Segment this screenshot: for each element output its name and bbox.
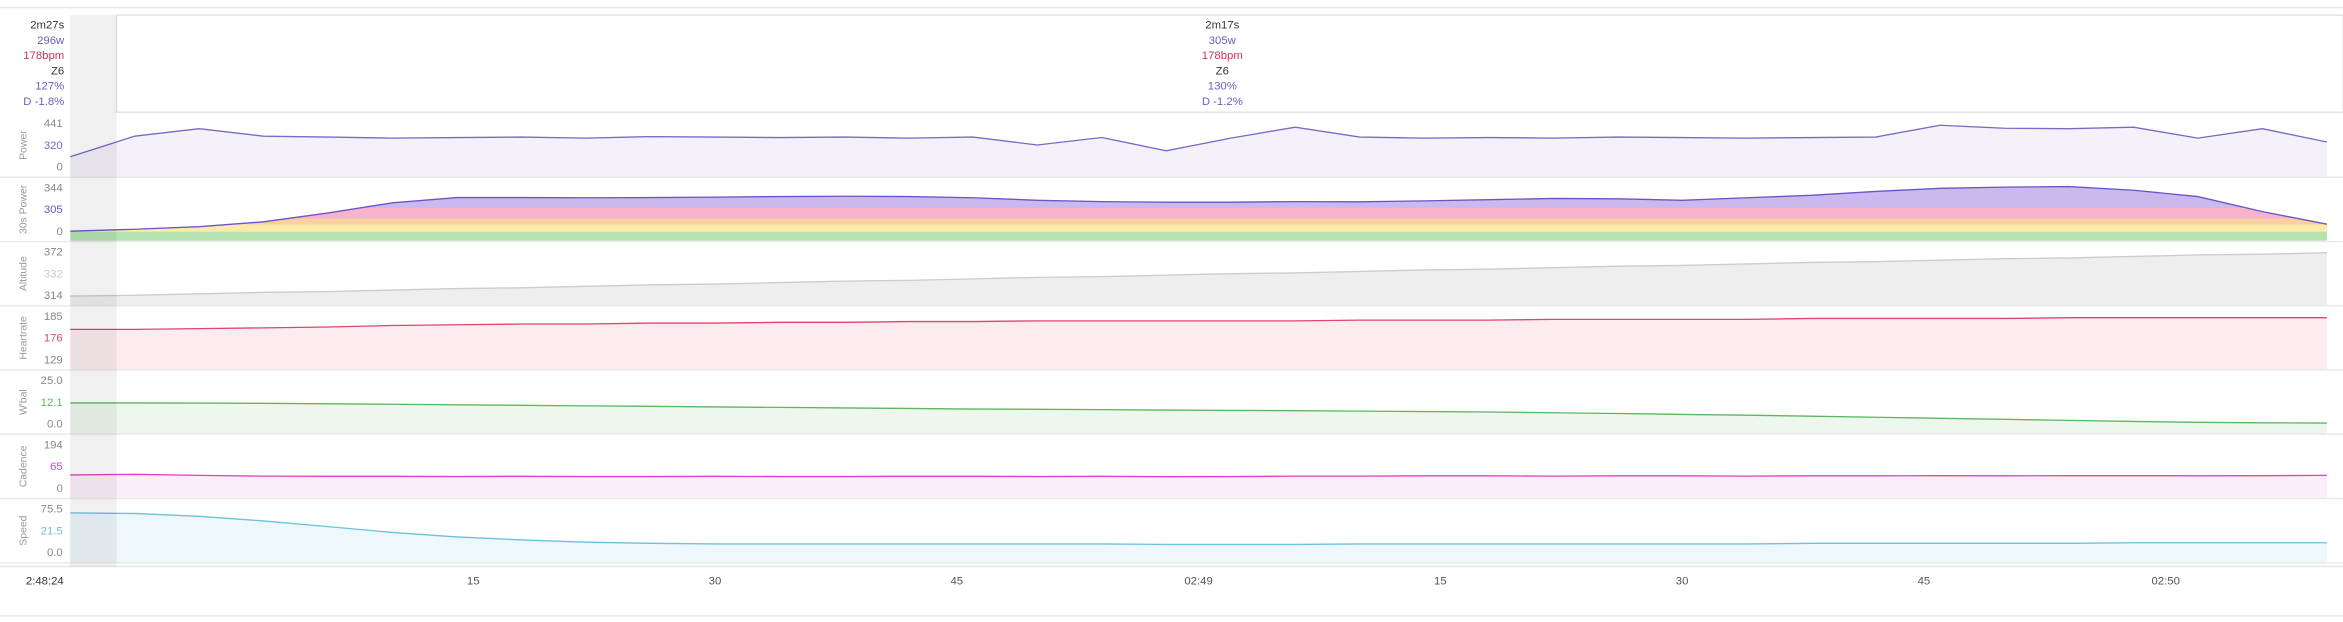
interval-stat: Z6 — [51, 65, 64, 77]
area — [70, 317, 2327, 370]
y-tick-label: 0 — [56, 226, 62, 238]
track-label: Speed — [19, 515, 30, 545]
interval-stat: Z6 — [1216, 65, 1229, 77]
y-tick-label: 344 — [44, 182, 63, 194]
line — [70, 185, 2327, 232]
track-label: Altitude — [19, 256, 30, 291]
zone-band — [70, 224, 2327, 232]
header-box — [115, 14, 2343, 114]
y-tick-label: 25.0 — [41, 375, 63, 387]
current-value: 332 — [44, 268, 63, 280]
y-tick-label: 129 — [44, 354, 63, 366]
interval-stat: 178bpm — [1202, 50, 1243, 62]
area — [70, 512, 2327, 563]
x-tick-label: 30 — [709, 575, 722, 587]
interval-stat: 130% — [1208, 81, 1237, 93]
plot: 2m27s 296w 178bpm Z6 127% D -1.8% 2m17s 305w 178… — [0, 20, 2343, 587]
y-tick-label: 0 — [56, 483, 62, 495]
x-tick-label: 45 — [1918, 575, 1931, 587]
y-tick-label: 0.0 — [47, 547, 63, 559]
x-tick-label: 15 — [1434, 575, 1447, 587]
track-label: Cadence — [19, 445, 30, 487]
interval-stat: 2m17s — [1205, 20, 1239, 32]
y-tick-label: 372 — [44, 247, 63, 259]
area — [70, 402, 2327, 434]
selection-band — [70, 15, 117, 567]
current-value: 305 — [44, 204, 63, 216]
x-tick-label: 02:50 — [2151, 575, 2179, 587]
x-tick-label: 30 — [1676, 575, 1689, 587]
interval-stat: 178bpm — [23, 50, 64, 62]
current-value: 176 — [44, 333, 63, 345]
y-tick-label: 75.5 — [41, 504, 63, 516]
line — [70, 317, 2327, 331]
x-tick-label: 02:49 — [1184, 575, 1212, 587]
line — [70, 252, 2327, 297]
area — [70, 474, 2327, 498]
line — [70, 512, 2327, 546]
x-start-label: 2:48:24 — [26, 575, 64, 587]
y-tick-label: 0.0 — [47, 419, 63, 431]
zone-bands — [70, 186, 2327, 241]
area — [70, 252, 2327, 306]
y-tick-label: 314 — [44, 290, 63, 302]
track-label: W'bal — [19, 389, 30, 415]
y-tick-label: 185 — [44, 311, 63, 323]
x-tick-label: 15 — [467, 575, 480, 587]
interval-stat: 2m27s — [30, 20, 64, 32]
interval-stat: D -1.2% — [1202, 96, 1243, 108]
track-label: Power — [19, 130, 30, 160]
zone-band — [70, 231, 2327, 241]
current-value: 320 — [44, 140, 63, 152]
interval-stat: 305w — [1209, 35, 1237, 47]
line — [70, 402, 2327, 424]
y-tick-label: 194 — [44, 439, 63, 451]
track-label: Heartrate — [19, 316, 30, 360]
track-label: 30s Power — [19, 184, 30, 234]
y-tick-label: 441 — [44, 118, 63, 130]
y-tick-label: 0 — [56, 162, 62, 174]
line — [70, 473, 2327, 478]
interval-stat: 127% — [35, 81, 64, 93]
current-value: 12.1 — [41, 397, 63, 409]
line — [70, 124, 2327, 158]
current-value: 21.5 — [41, 525, 63, 537]
interval-stat: D -1.8% — [23, 96, 64, 108]
x-tick-label: 45 — [950, 575, 963, 587]
interval-stat: 296w — [37, 35, 65, 47]
zone-band — [70, 207, 2327, 219]
current-value: 65 — [50, 461, 63, 473]
zone-band — [70, 218, 2327, 225]
